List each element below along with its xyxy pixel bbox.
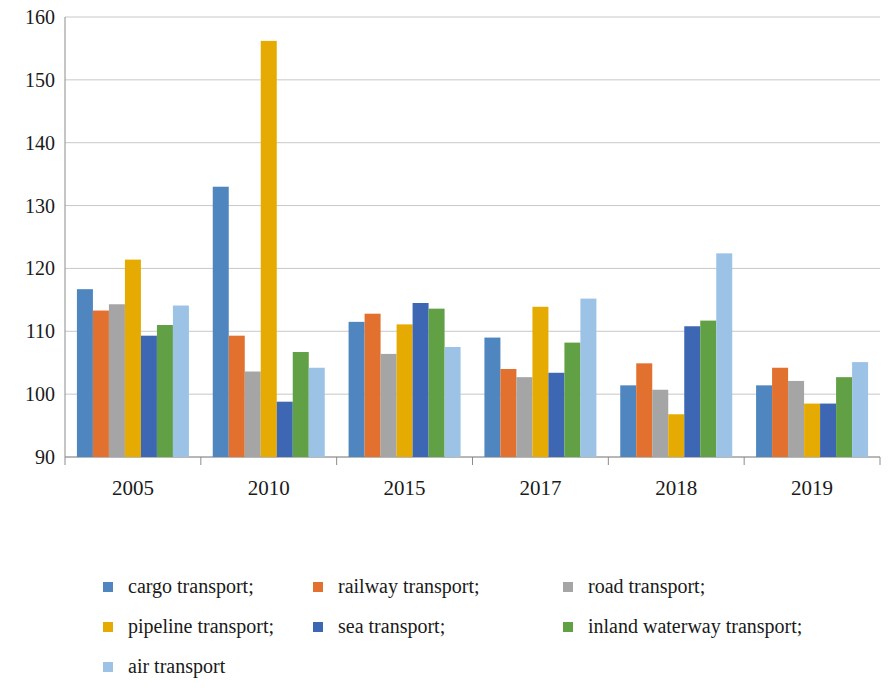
legend-label: inland waterway transport; xyxy=(588,615,802,638)
legend: cargo transport; railway transport; road t… xyxy=(103,575,802,678)
legend-swatch xyxy=(103,662,113,672)
grid-line xyxy=(65,142,880,143)
bar xyxy=(381,354,397,457)
x-tick-label: 2015 xyxy=(384,476,426,500)
bar xyxy=(548,373,564,457)
bar xyxy=(413,303,429,457)
x-separator xyxy=(472,457,473,465)
bar xyxy=(125,260,141,457)
bar xyxy=(804,404,820,457)
bar xyxy=(77,289,93,457)
bar xyxy=(788,381,804,457)
bar xyxy=(532,307,548,457)
bar xyxy=(652,390,668,457)
bar xyxy=(229,336,245,457)
x-tick-label: 2005 xyxy=(112,476,154,500)
legend-label: railway transport; xyxy=(338,575,480,598)
y-tick-label: 150 xyxy=(25,69,55,91)
bar xyxy=(716,253,732,457)
legend-swatch xyxy=(563,582,573,592)
grid-line xyxy=(65,79,880,80)
bar xyxy=(277,402,293,457)
bar xyxy=(636,363,652,457)
bar xyxy=(852,362,868,457)
x-separator xyxy=(608,457,609,465)
bar xyxy=(213,187,229,457)
bar xyxy=(516,377,532,457)
legend-swatch xyxy=(313,622,323,632)
legend-label: cargo transport; xyxy=(128,575,254,598)
y-tick-label: 110 xyxy=(26,320,55,342)
y-tick-label: 130 xyxy=(25,195,55,217)
x-separator xyxy=(880,457,881,465)
legend-swatch xyxy=(563,622,573,632)
y-tick-label: 120 xyxy=(25,257,55,279)
bar xyxy=(309,368,325,457)
bar xyxy=(397,324,413,457)
bar xyxy=(245,372,261,457)
x-tick-label: 2019 xyxy=(791,476,833,500)
x-separator xyxy=(65,457,66,465)
bar xyxy=(293,352,309,457)
bar xyxy=(141,336,157,457)
bar xyxy=(445,347,461,457)
grid-line xyxy=(65,205,880,206)
grid-line xyxy=(65,17,880,18)
legend-label: road transport; xyxy=(588,575,705,598)
x-axis: 2005 2010 2015 2017 2018 2019 xyxy=(65,457,880,500)
bar xyxy=(836,377,852,457)
bar xyxy=(349,322,365,457)
x-separator xyxy=(744,457,745,465)
legend-label: sea transport; xyxy=(338,615,445,638)
y-tick-label: 100 xyxy=(25,383,55,405)
bar xyxy=(157,325,173,457)
bars xyxy=(77,41,868,457)
y-tick-label: 140 xyxy=(25,132,55,154)
x-tick-label: 2017 xyxy=(519,476,561,500)
x-tick-label: 2018 xyxy=(655,476,697,500)
y-axis: 90 100 110 120 130 140 150 160 xyxy=(25,6,880,468)
x-separator xyxy=(200,457,201,465)
legend-label: pipeline transport; xyxy=(128,615,274,638)
legend-swatch xyxy=(103,582,113,592)
bar xyxy=(756,385,772,457)
bar xyxy=(580,299,596,457)
bar xyxy=(684,326,700,457)
bar xyxy=(173,306,189,457)
bar xyxy=(429,309,445,457)
bar xyxy=(484,338,500,457)
x-separator xyxy=(336,457,337,465)
bar xyxy=(668,414,684,457)
y-axis-line xyxy=(65,17,66,457)
y-tick-label: 160 xyxy=(25,6,55,28)
bar xyxy=(700,321,716,457)
chart: 9010011012013014015016020052010201520172… xyxy=(0,0,890,700)
bar xyxy=(620,385,636,457)
y-tick-label: 90 xyxy=(35,446,55,468)
bar xyxy=(772,368,788,457)
bar xyxy=(820,404,836,457)
grid-line xyxy=(65,268,880,269)
bar xyxy=(109,304,125,457)
x-tick-label: 2010 xyxy=(248,476,290,500)
bar xyxy=(261,41,277,457)
bar xyxy=(365,314,381,457)
legend-swatch xyxy=(103,622,113,632)
bar xyxy=(93,311,109,457)
legend-swatch xyxy=(313,582,323,592)
bar xyxy=(564,343,580,457)
legend-label: air transport xyxy=(128,655,226,678)
bar xyxy=(500,369,516,457)
